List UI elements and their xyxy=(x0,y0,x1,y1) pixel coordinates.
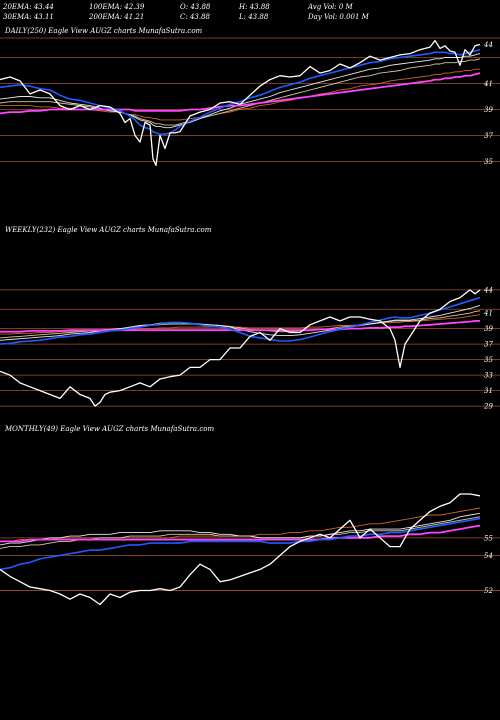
daily-chart-title: DAILY(250) Eagle View AUGZ charts Munafa… xyxy=(5,27,203,35)
monthly-ema-slow-line xyxy=(0,524,481,543)
weekly-y-tick-0: 44 xyxy=(483,286,493,294)
weekly-ema-slow-line xyxy=(0,319,480,333)
ema20-readout: 20EMA: 43.44 xyxy=(3,3,54,11)
weekly-y-tick-6: 31 xyxy=(484,387,493,395)
daily-y-tick-2: 39 xyxy=(484,106,493,114)
daily-ema-slow-line xyxy=(0,72,481,115)
ema100-readout: 100EMA: 42.39 xyxy=(89,3,145,11)
day-vol-readout: Day Vol: 0.001 M xyxy=(308,13,369,21)
weekly-y-tick-3: 37 xyxy=(484,341,493,349)
close-readout: C: 43.88 xyxy=(180,13,210,21)
daily-price-line xyxy=(0,39,481,167)
daily-ma-light-line xyxy=(0,53,481,129)
avg-vol-readout: Avg Vol: 0 M xyxy=(308,3,353,11)
daily-y-tick-1: 41 xyxy=(483,80,493,88)
monthly-chart-title: MONTHLY(49) Eagle View AUGZ charts Munaf… xyxy=(5,425,215,433)
monthly-y-tick-0: 55 xyxy=(484,534,493,542)
monthly-price-chart: 55 54 52 xyxy=(0,493,500,606)
weekly-chart-title: WEEKLY(232) Eagle View AUGZ charts Munaf… xyxy=(5,226,212,234)
weekly-price-chart: 44 41 39 37 35 33 31 29 xyxy=(0,286,500,411)
weekly-ema-fast-line xyxy=(0,296,481,345)
weekly-y-tick-5: 33 xyxy=(484,372,493,380)
ema200-readout: 200EMA: 41.21 xyxy=(89,13,145,21)
open-readout: O: 43.88 xyxy=(180,3,211,11)
weekly-y-tick-7: 29 xyxy=(483,403,493,411)
daily-price-chart: 44 41 39 37 35 xyxy=(0,37,500,167)
monthly-y-tick-1: 54 xyxy=(484,552,493,560)
monthly-price-line xyxy=(0,493,481,606)
indicator-header: 20EMA: 43.44 100EMA: 42.39 O: 43.88 H: 4… xyxy=(3,2,497,24)
high-readout: H: 43.88 xyxy=(239,3,270,11)
weekly-y-tick-4: 35 xyxy=(484,356,493,364)
low-readout: L: 43.88 xyxy=(239,13,269,21)
weekly-y-tick-1: 41 xyxy=(483,310,493,318)
monthly-ma-light-line xyxy=(0,512,481,546)
monthly-y-tick-2: 52 xyxy=(484,587,493,595)
daily-y-tick-3: 37 xyxy=(484,132,493,140)
weekly-price-line xyxy=(0,289,481,407)
daily-y-tick-0: 44 xyxy=(483,41,493,49)
daily-y-tick-4: 35 xyxy=(484,158,493,166)
weekly-y-tick-2: 39 xyxy=(484,325,493,333)
monthly-ema-fast-line xyxy=(0,517,481,571)
daily-ma-orange-line xyxy=(0,68,480,121)
ema30-readout: 30EMA: 43.11 xyxy=(3,13,54,21)
